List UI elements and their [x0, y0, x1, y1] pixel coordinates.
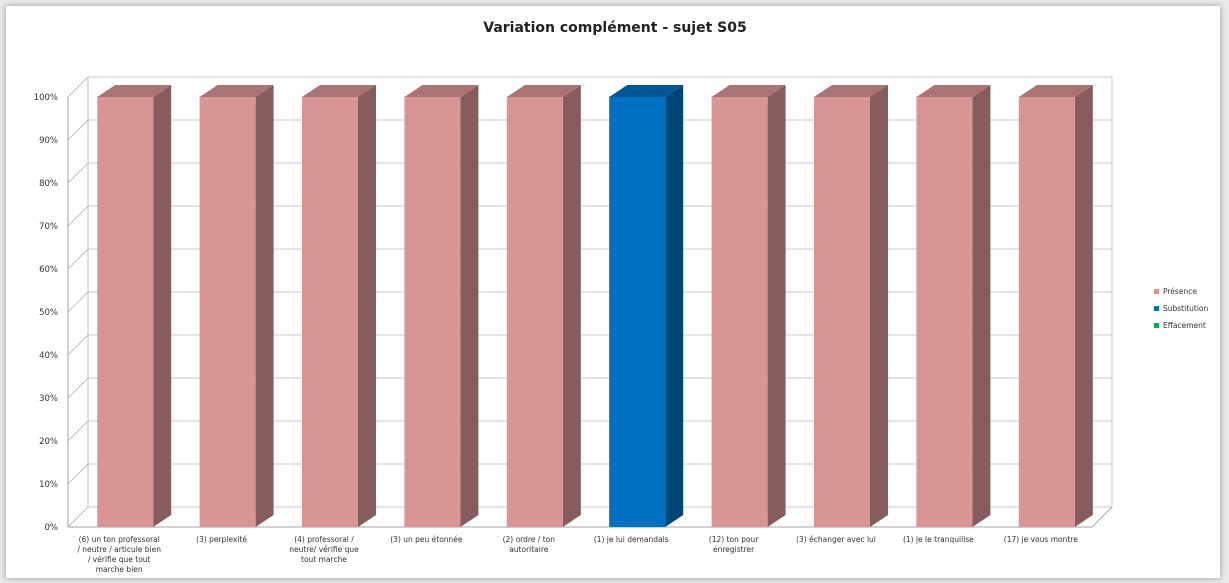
y-tick-label: 100%	[34, 93, 58, 103]
legend-item: Substitution	[1154, 304, 1209, 313]
legend-item: Effacement	[1154, 321, 1206, 330]
x-category-label: (3) échanger avec lui	[796, 535, 876, 544]
legend-label: Substitution	[1163, 304, 1209, 313]
x-category-label: (3) un peu étonnée	[390, 535, 463, 544]
x-category-label: (3) perplexité	[196, 535, 247, 544]
legend-swatch	[1154, 289, 1159, 294]
y-tick-label: 90%	[39, 136, 58, 146]
bar-présence	[814, 85, 888, 527]
legend-swatch	[1154, 323, 1159, 328]
y-tick-label: 40%	[39, 351, 58, 361]
x-category-label: (1) je le tranquilise	[903, 535, 974, 544]
y-tick-label: 80%	[39, 179, 58, 189]
gridline-diagonal	[67, 377, 89, 399]
gridline-diagonal	[67, 291, 89, 313]
x-category-label: (12) ton pour enregistrer	[709, 535, 760, 554]
bar-substitution	[609, 85, 684, 527]
bar-présence	[404, 85, 479, 527]
x-category-label: (2) ordre / ton autoritaire	[503, 535, 556, 554]
bar-présence	[97, 85, 172, 527]
bar-présence	[711, 85, 786, 527]
y-tick-label: 10%	[39, 480, 58, 490]
gridline-diagonal	[67, 420, 89, 442]
gridline-diagonal	[67, 463, 89, 485]
legend-label: Présence	[1163, 287, 1197, 296]
y-tick-label: 50%	[39, 308, 58, 318]
y-tick-label: 30%	[39, 394, 58, 404]
y-tick-label: 0%	[45, 523, 59, 533]
bar-présence	[302, 85, 376, 527]
bar-présence	[1018, 85, 1093, 527]
y-tick-label: 70%	[39, 222, 58, 232]
x-category-label: (4) professoral / neutre/ vérifie que tout…	[289, 535, 359, 564]
x-category-label: (17) je vous montre	[1004, 535, 1078, 544]
gridline-diagonal	[67, 119, 89, 141]
chart-title: Variation complément - sujet S05	[483, 20, 746, 36]
x-category-label: (1) je lui demandais	[594, 535, 669, 544]
gridline-diagonal	[67, 506, 89, 528]
bar-présence	[506, 85, 581, 527]
gridline-diagonal	[67, 76, 89, 98]
bar-présence	[199, 85, 274, 527]
legend-item: Présence	[1154, 287, 1197, 296]
gridline-diagonal	[67, 162, 89, 184]
y-tick-label: 60%	[39, 265, 58, 275]
x-category-label: (6) un ton professoral / neutre / articul…	[77, 535, 161, 574]
gridline-diagonal	[67, 248, 89, 270]
gridline-diagonal	[67, 334, 89, 356]
legend-swatch	[1154, 306, 1159, 311]
y-tick-label: 20%	[39, 437, 58, 447]
gridline-diagonal	[67, 205, 89, 227]
legend-label: Effacement	[1163, 321, 1206, 330]
bar-présence	[916, 85, 991, 527]
